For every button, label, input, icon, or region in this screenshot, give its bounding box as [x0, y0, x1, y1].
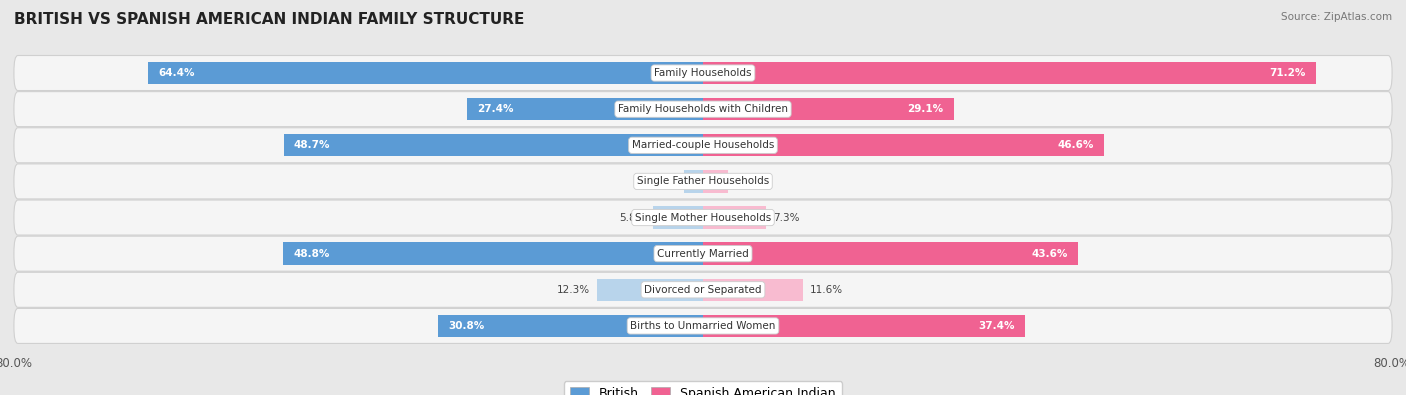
Text: Single Mother Households: Single Mother Households — [636, 213, 770, 222]
Bar — [685, 170, 703, 193]
Text: 7.3%: 7.3% — [773, 213, 799, 222]
Bar — [703, 62, 1316, 84]
FancyBboxPatch shape — [14, 164, 1392, 199]
Text: 12.3%: 12.3% — [557, 285, 591, 295]
FancyBboxPatch shape — [14, 308, 1392, 343]
FancyBboxPatch shape — [14, 272, 1392, 307]
Bar — [283, 243, 703, 265]
Text: Married-couple Households: Married-couple Households — [631, 140, 775, 150]
Text: 27.4%: 27.4% — [478, 104, 513, 114]
Text: 2.9%: 2.9% — [735, 177, 762, 186]
Text: BRITISH VS SPANISH AMERICAN INDIAN FAMILY STRUCTURE: BRITISH VS SPANISH AMERICAN INDIAN FAMIL… — [14, 12, 524, 27]
Text: 71.2%: 71.2% — [1270, 68, 1306, 78]
Text: 43.6%: 43.6% — [1032, 249, 1069, 259]
Text: 48.7%: 48.7% — [294, 140, 330, 150]
Text: 48.8%: 48.8% — [292, 249, 329, 259]
Bar — [703, 206, 766, 229]
Bar — [703, 170, 728, 193]
Text: 30.8%: 30.8% — [449, 321, 484, 331]
Text: Source: ZipAtlas.com: Source: ZipAtlas.com — [1281, 12, 1392, 22]
FancyBboxPatch shape — [14, 92, 1392, 127]
FancyBboxPatch shape — [14, 128, 1392, 163]
Bar — [149, 62, 703, 84]
Bar — [437, 315, 703, 337]
Text: Single Father Households: Single Father Households — [637, 177, 769, 186]
Text: 11.6%: 11.6% — [810, 285, 844, 295]
Bar — [467, 98, 703, 120]
Text: 2.2%: 2.2% — [651, 177, 678, 186]
Text: 37.4%: 37.4% — [979, 321, 1015, 331]
Text: 64.4%: 64.4% — [159, 68, 195, 78]
Text: Currently Married: Currently Married — [657, 249, 749, 259]
Bar — [703, 315, 1025, 337]
Text: Births to Unmarried Women: Births to Unmarried Women — [630, 321, 776, 331]
Text: Family Households with Children: Family Households with Children — [619, 104, 787, 114]
Legend: British, Spanish American Indian: British, Spanish American Indian — [564, 381, 842, 395]
Text: Divorced or Separated: Divorced or Separated — [644, 285, 762, 295]
FancyBboxPatch shape — [14, 236, 1392, 271]
Bar — [703, 243, 1078, 265]
Bar — [703, 278, 803, 301]
Bar — [652, 206, 703, 229]
FancyBboxPatch shape — [14, 56, 1392, 90]
Bar — [703, 98, 953, 120]
FancyBboxPatch shape — [14, 200, 1392, 235]
Bar — [598, 278, 703, 301]
Bar — [703, 134, 1104, 156]
Text: Family Households: Family Households — [654, 68, 752, 78]
Text: 46.6%: 46.6% — [1057, 140, 1094, 150]
Bar — [284, 134, 703, 156]
Text: 5.8%: 5.8% — [620, 213, 647, 222]
Text: 29.1%: 29.1% — [907, 104, 943, 114]
